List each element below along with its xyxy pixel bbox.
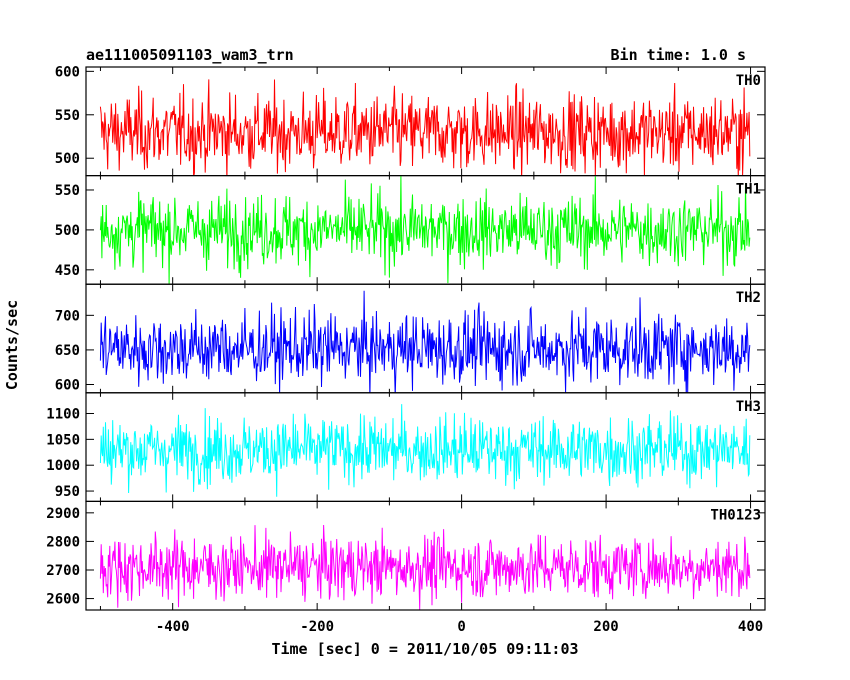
y-tick-label: 1100 — [46, 406, 80, 422]
x-tick-label: -400 — [156, 619, 190, 635]
y-tick-label: 2800 — [46, 534, 80, 550]
y-axis-label: Counts/sec — [3, 300, 21, 390]
series-line-th0123 — [99, 524, 751, 610]
panel-label-th0123: TH0123 — [710, 507, 761, 523]
x-tick-label: 200 — [593, 619, 618, 635]
y-tick-label: 500 — [55, 223, 80, 239]
panel-label-th1: TH1 — [736, 182, 761, 198]
panel-label-th3: TH3 — [736, 399, 761, 415]
y-tick-label: 700 — [55, 308, 80, 324]
series-line-th2 — [99, 290, 751, 393]
panel-th0: 500 550 600 TH0 — [55, 64, 766, 177]
series-line-th1 — [99, 175, 751, 285]
series-line-th3 — [99, 404, 751, 497]
y-tick-label: 1000 — [46, 458, 80, 474]
y-tick-label: 2900 — [46, 506, 80, 522]
y-tick-label: 450 — [55, 263, 80, 279]
x-axis-label: Time [sec] 0 = 2011/10/05 09:11:03 — [271, 640, 578, 658]
y-tick-label: 650 — [55, 343, 80, 359]
panel-th2: 600 650 700 TH2 — [55, 283, 766, 393]
panel-th0123: 2600 2700 2800 2900 TH0123 — [46, 500, 766, 611]
x-tick-label: 400 — [738, 619, 763, 635]
y-tick-label: 2700 — [46, 563, 80, 579]
chart-title: ae111005091103_wam3_trn — [86, 46, 294, 64]
y-tick-label: 950 — [55, 484, 80, 500]
y-tick-label: 1050 — [46, 432, 80, 448]
panel-label-th2: TH2 — [736, 290, 761, 306]
bin-time-label: Bin time: 1.0 s — [611, 46, 746, 64]
y-tick-label: 550 — [55, 183, 80, 199]
panels-group: 500 550 600 TH0 450 500 550 TH1 600 650 700 TH2 950 1… — [46, 64, 766, 611]
panel-frame — [85, 500, 766, 611]
y-tick-label: 600 — [55, 64, 80, 80]
panel-th1: 450 500 550 TH1 — [55, 175, 766, 285]
x-axis: -400 -200 0 200 400 — [156, 619, 763, 635]
panel-label-th0: TH0 — [736, 73, 761, 89]
series-line-th0 — [99, 79, 751, 176]
x-tick-label: 0 — [457, 619, 465, 635]
panel-th3: 950 1000 1050 1100 TH3 — [46, 392, 766, 502]
y-tick-label: 550 — [55, 108, 80, 124]
y-tick-label: 600 — [55, 377, 80, 393]
y-tick-label: 500 — [55, 151, 80, 167]
y-tick-label: 2600 — [46, 592, 80, 608]
x-tick-label: -200 — [300, 619, 334, 635]
